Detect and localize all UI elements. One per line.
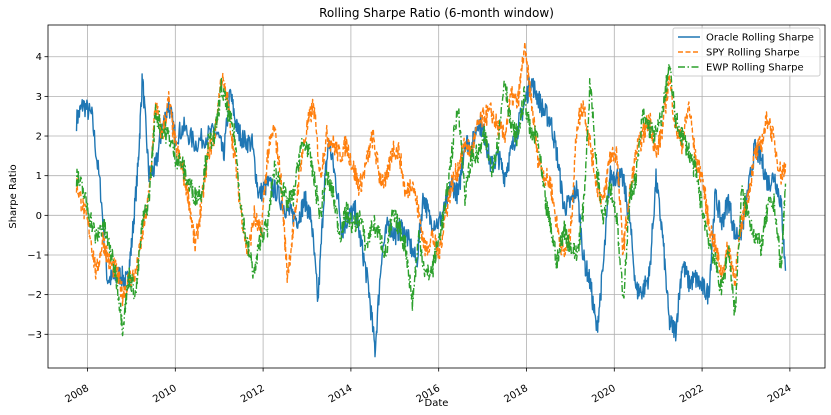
y-tick-label: −2 xyxy=(27,290,42,301)
x-axis-label: Date xyxy=(425,398,449,409)
y-tick-label: −3 xyxy=(27,330,42,341)
legend-label-spy: SPY Rolling Sharpe xyxy=(706,48,800,59)
y-tick-label: 0 xyxy=(36,211,42,222)
y-tick-label: 3 xyxy=(36,92,42,103)
legend-label-ewp: EWP Rolling Sharpe xyxy=(706,63,804,74)
y-axis-label: Sharpe Ratio xyxy=(8,164,19,228)
legend: Oracle Rolling Sharpe SPY Rolling Sharpe… xyxy=(672,27,821,77)
series-line-ewp xyxy=(75,63,787,337)
series-line-spy xyxy=(75,41,787,307)
legend-label-oracle: Oracle Rolling Sharpe xyxy=(706,33,814,44)
y-tick-label: 2 xyxy=(36,132,42,143)
y-axis: −3 −2 −1 0 1 2 3 4 xyxy=(27,52,48,341)
y-tick-label: 4 xyxy=(36,52,42,63)
y-tick-label: 1 xyxy=(36,171,42,182)
series-layer xyxy=(75,41,787,358)
legend-box xyxy=(672,27,821,77)
y-tick-label: −1 xyxy=(27,250,42,261)
chart-title: Rolling Sharpe Ratio (6-month window) xyxy=(319,6,554,20)
plot-frame xyxy=(47,24,826,369)
